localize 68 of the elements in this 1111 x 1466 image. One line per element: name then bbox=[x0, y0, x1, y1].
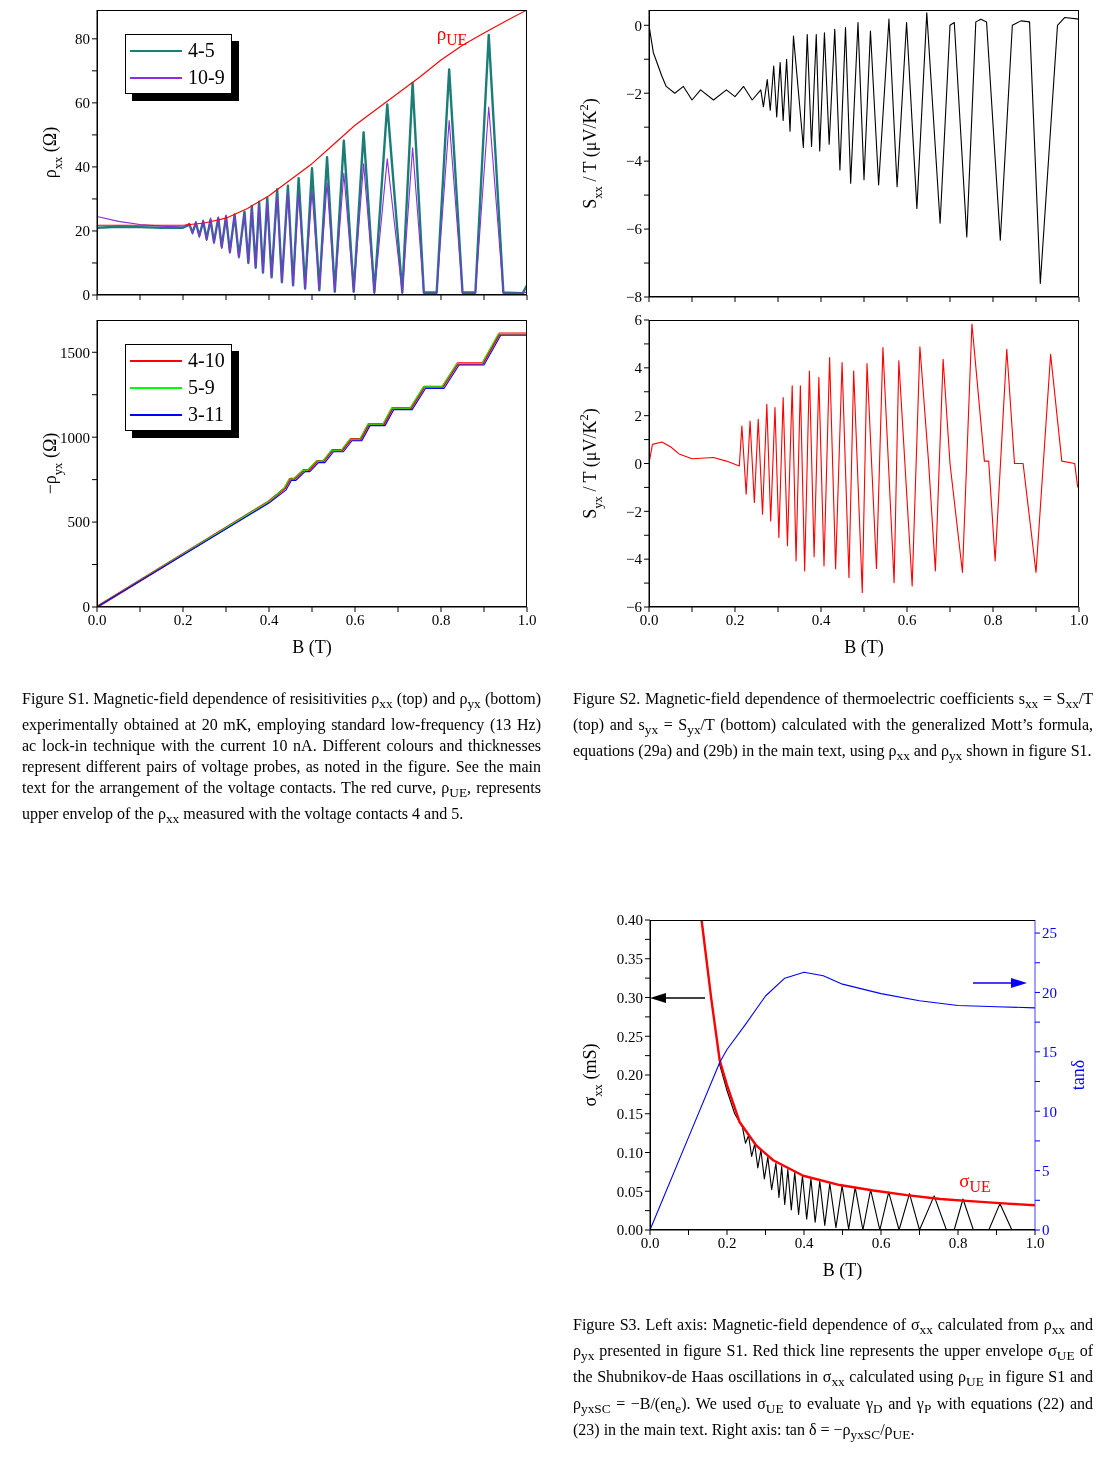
text: Figure S3. Left axis: Magnetic-field dependence of σ$_{xx}$ calculated from ρ$_{xx}$ and ρ$_{yx}$ presented in figure S1. Red thick line represents the upper envelope σ$_{UE}$ of the Shubnikov-de Haas oscillations in σ$_{xx}$ calculated using ρ$_{UE}$ in figure S1 and ρ$_{yxSC}$ = −B/(en$_{e}$). We used σ$_{UE}$ to evaluate γ$_{D}$ and γ$_{P}$ with equations (22) and (23) in the main text. Right axis: tan δ = −ρ$_{yxSC}$/ρ$_{UE}$. bbox=[573, 1316, 1094, 1442]
x-tick-label: 0.4 bbox=[794, 1234, 814, 1251]
x-tick-label: 0.2 bbox=[173, 611, 193, 628]
y2-axis-title: tanδ bbox=[1068, 1059, 1089, 1091]
y-tick-label: 40 bbox=[75, 159, 90, 176]
x-axis-title: B (T) bbox=[291, 637, 333, 658]
text: Figure S2. Magnetic-field dependence of thermoelectric coefficients s$_{xx}$ = S$_{xx}$/T (top) and s$_{yx}$ = S$_{yx}$/T (bottom) calculated with the generalized Mott’s formula, equations (29a) and (29b) in the main text, using ρ$_{xx}$ and ρ$_{yx}$ shown in figure S1. bbox=[573, 690, 1094, 764]
y-tick-label: 1000 bbox=[60, 429, 90, 446]
x-tick-label: 0.0 bbox=[640, 1234, 660, 1251]
x-axis-title: B (T) bbox=[821, 1260, 864, 1281]
y-tick-label: 500 bbox=[67, 514, 90, 531]
line-series bbox=[97, 10, 527, 226]
y2-tick-label: 5 bbox=[1042, 1162, 1050, 1179]
y-tick-label: −8 bbox=[626, 289, 642, 306]
x-tick-label: 0.2 bbox=[725, 611, 745, 628]
annotation: σ$_{UE}$ bbox=[959, 1170, 991, 1196]
y-tick-label: −2 bbox=[626, 85, 642, 102]
y-tick-label: 0 bbox=[82, 599, 90, 616]
y-tick-label: 0.35 bbox=[616, 951, 643, 968]
x-tick-label: 1.0 bbox=[517, 611, 537, 628]
x-tick-label: 1.0 bbox=[1025, 1234, 1045, 1251]
line-series bbox=[700, 920, 1035, 1207]
x-tick-label: 0.4 bbox=[259, 611, 279, 628]
y-tick-label: 2 bbox=[634, 407, 642, 424]
y-tick-label: 0.15 bbox=[616, 1106, 643, 1123]
y-tick-label: 0.05 bbox=[616, 1183, 643, 1200]
y-tick-label: −4 bbox=[626, 551, 643, 568]
legend-label: 3-11 bbox=[188, 403, 224, 426]
y-tick-label: −2 bbox=[626, 503, 642, 520]
x-tick-label: 0.6 bbox=[345, 611, 365, 628]
x-tick-label: 0.4 bbox=[811, 611, 831, 628]
x-tick-label: 0.6 bbox=[871, 1234, 891, 1251]
y-tick-label: −6 bbox=[626, 221, 643, 238]
y2-tick-label: 20 bbox=[1042, 984, 1057, 1001]
x-tick-label: 0.2 bbox=[717, 1234, 737, 1251]
y-tick-label: 80 bbox=[75, 31, 90, 48]
y2-tick-label: 25 bbox=[1042, 925, 1057, 942]
annotation: ρ$_{UE}$ bbox=[436, 23, 468, 49]
legend-label: 4-5 bbox=[188, 39, 215, 62]
y-tick-label: 0.40 bbox=[616, 912, 643, 929]
y-tick-label: 0 bbox=[82, 287, 90, 304]
x-tick-label: 1.0 bbox=[1069, 611, 1089, 628]
y-tick-label: 20 bbox=[75, 223, 90, 240]
x-tick-label: 0.8 bbox=[431, 611, 451, 628]
y-tick-label: 0.30 bbox=[616, 989, 643, 1006]
x-tick-label: 0.0 bbox=[87, 611, 107, 628]
x-tick-label: 0.6 bbox=[897, 611, 917, 628]
y2-tick-label: 0 bbox=[1042, 1222, 1050, 1239]
legend-label: 10-9 bbox=[188, 66, 225, 89]
y-tick-label: 1500 bbox=[60, 344, 90, 361]
y-tick-label: 0 bbox=[634, 455, 642, 472]
y-tick-label: 60 bbox=[75, 95, 90, 112]
y2-tick-label: 10 bbox=[1042, 1103, 1057, 1120]
y-tick-label: 0 bbox=[634, 17, 642, 34]
text: Figure S1. Magnetic-field dependence of resisitivities ρ$_{xx}$ (top) and ρ$_{yx}$ (bottom) experimentally obtained at 20 mK, employing standard low-frequency (13 Hz) ac lock-in technique with the current 10 nA. Different colours and thicknesses represent different pairs of voltage probes, as noted in the figure. See the main text for the arrangement of the voltage contacts. The red curve, ρ$_{UE}$, represents upper envelop of the ρ$_{xx}$ measured with the voltage contacts 4 and 5. bbox=[22, 690, 541, 827]
y-tick-label: 0.20 bbox=[616, 1067, 643, 1084]
y-tick-label: 0.00 bbox=[616, 1222, 643, 1239]
x-axis-title: B (T) bbox=[843, 637, 885, 658]
y-tick-label: −4 bbox=[626, 153, 643, 170]
y2-tick-label: 15 bbox=[1042, 1044, 1057, 1061]
y-tick-label: 4 bbox=[634, 360, 643, 377]
legend-label: 4-10 bbox=[188, 349, 225, 372]
x-tick-label: 0.8 bbox=[983, 611, 1003, 628]
legend-label: 5-9 bbox=[188, 376, 215, 399]
y-tick-label: 0.25 bbox=[616, 1028, 643, 1045]
x-tick-label: 0.8 bbox=[948, 1234, 968, 1251]
y-tick-label: 6 bbox=[634, 312, 643, 329]
y-tick-label: 0.10 bbox=[616, 1144, 643, 1161]
